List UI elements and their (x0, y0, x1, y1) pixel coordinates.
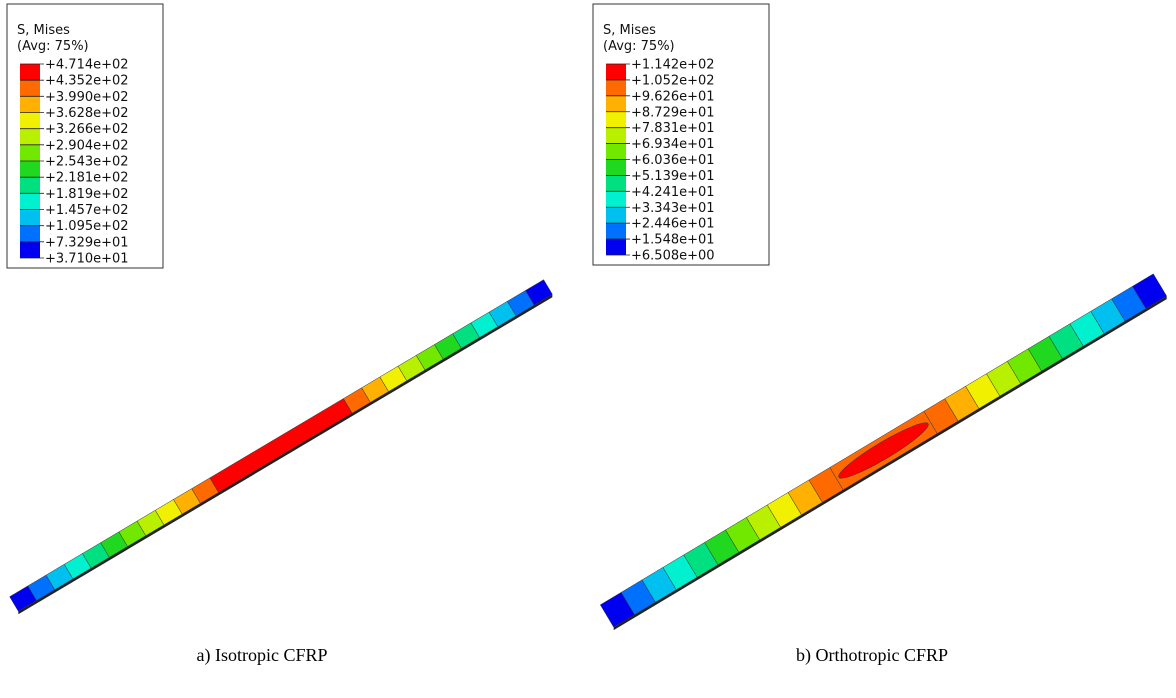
legend-swatch (606, 112, 626, 128)
legend-label: +1.819e+02 (45, 187, 129, 202)
legend-swatch (606, 191, 626, 207)
legend-label: +1.095e+02 (45, 219, 129, 234)
legend-label: +6.508e+00 (631, 249, 715, 264)
legend-label: +2.446e+01 (631, 217, 715, 232)
beam-peak (835, 417, 933, 485)
legend-label: +2.181e+02 (45, 171, 129, 186)
legend-swatch (20, 64, 40, 80)
legend-swatch (606, 223, 626, 239)
legend-label: +7.831e+01 (631, 121, 715, 136)
legend-label: +1.548e+01 (631, 233, 715, 248)
legend-title: S, Mises (603, 23, 656, 38)
legend-label: +2.543e+02 (45, 155, 129, 170)
legend-label: +1.142e+02 (631, 58, 715, 73)
legend-swatch (20, 226, 40, 242)
legend-swatch (606, 128, 626, 144)
legend-swatch (606, 239, 626, 255)
legend-label: +3.628e+02 (45, 106, 129, 121)
beam-edge (18, 294, 552, 614)
legend-swatch (606, 207, 626, 223)
legend-swatch (20, 193, 40, 209)
legend-label: +3.710e+01 (45, 252, 129, 267)
legend-swatch (20, 210, 40, 226)
legend-swatch (20, 177, 40, 193)
legend-label: +6.036e+01 (631, 153, 715, 168)
legend-label: +2.904e+02 (45, 138, 129, 153)
caption: b) Orthotropic CFRP (796, 645, 948, 666)
legend-swatch (606, 175, 626, 191)
beam-edge (614, 296, 1167, 630)
legend-swatch (20, 161, 40, 177)
beam-band (210, 399, 352, 493)
legend-label: +9.626e+01 (631, 89, 715, 104)
legend-label: +7.329e+01 (45, 235, 129, 250)
legend-swatch (606, 144, 626, 160)
legend-label: +6.934e+01 (631, 137, 715, 152)
legend-label: +3.343e+01 (631, 201, 715, 216)
legend-label: +4.714e+02 (45, 58, 129, 73)
legend-label: +3.266e+02 (45, 122, 129, 137)
legend-label: +5.139e+01 (631, 169, 715, 184)
legend-swatch (20, 80, 40, 96)
legend-swatch (20, 145, 40, 161)
legend-swatch (606, 64, 626, 80)
legend-swatch (20, 242, 40, 258)
figure: S, Mises(Avg: 75%)+4.714e+02+4.352e+02+3… (0, 0, 1176, 698)
legend-label: +3.990e+02 (45, 90, 129, 105)
legend-swatch (20, 129, 40, 145)
legend-swatch (606, 96, 626, 112)
legend-swatch (20, 113, 40, 129)
legend-label: +4.241e+01 (631, 185, 715, 200)
legend-swatch (20, 96, 40, 112)
legend-subtitle: (Avg: 75%) (17, 39, 89, 54)
legend-label: +8.729e+01 (631, 105, 715, 120)
legend-label: +1.457e+02 (45, 203, 129, 218)
caption: a) Isotropic CFRP (196, 645, 327, 666)
legend-swatch (606, 160, 626, 176)
legend-swatch (606, 80, 626, 96)
legend-label: +1.052e+02 (631, 73, 715, 88)
legend-subtitle: (Avg: 75%) (603, 39, 675, 54)
legend-label: +4.352e+02 (45, 74, 129, 89)
legend-title: S, Mises (17, 23, 70, 38)
